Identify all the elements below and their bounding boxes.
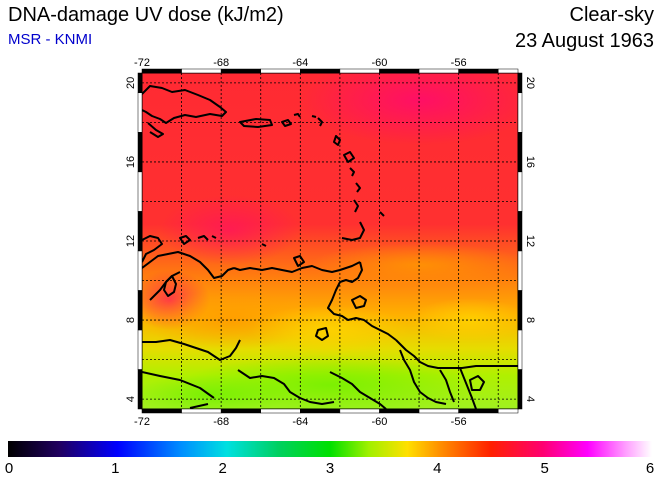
latitude-tick-label: 8 xyxy=(125,317,137,323)
longitude-tick-label: -72 xyxy=(134,416,150,428)
colorbar-tick-label: 4 xyxy=(433,460,442,477)
frame-segment xyxy=(137,72,143,94)
latitude-labels-left: 4 8 12 16 20 xyxy=(125,77,137,402)
longitude-tick-label: -60 xyxy=(372,57,388,69)
frame-segment xyxy=(141,68,182,74)
colorbar-tick-label: 2 xyxy=(218,460,227,477)
frame-segment xyxy=(220,68,261,74)
colorbar xyxy=(8,441,652,457)
frame-segment xyxy=(137,132,143,173)
longitude-tick-label: -64 xyxy=(292,57,308,69)
longitude-tick-label: -68 xyxy=(213,57,229,69)
latitude-tick-label: 20 xyxy=(524,77,536,89)
frame-segment xyxy=(141,408,182,414)
frame-segment xyxy=(379,68,420,74)
frame-segment xyxy=(517,211,523,252)
coastlines xyxy=(142,85,518,409)
sky-condition-label: Clear-sky xyxy=(569,4,654,26)
frame-segment xyxy=(137,290,143,331)
data-source-label: MSR - KNMI xyxy=(8,31,93,48)
frame-segment xyxy=(339,68,380,74)
frame-segment xyxy=(517,171,523,212)
frame-segment xyxy=(339,408,380,414)
frame-segment xyxy=(497,68,519,74)
latitude-tick-label: 4 xyxy=(125,396,137,402)
uv-dose-field xyxy=(142,73,518,409)
frame-segment xyxy=(260,68,301,74)
frame-segment xyxy=(137,250,143,291)
frame-segment xyxy=(300,408,341,414)
longitude-tick-label: -64 xyxy=(292,416,308,428)
map-frame xyxy=(137,68,523,414)
date-label: 23 August 1963 xyxy=(514,30,654,52)
latitude-tick-label: 16 xyxy=(524,156,536,168)
frame-segment xyxy=(137,92,143,133)
latitude-tick-label: 20 xyxy=(125,77,137,89)
frame-segment xyxy=(517,92,523,133)
frame-segment xyxy=(418,408,459,414)
longitude-labels-bottom: -72 -68 -64 -60 -56 xyxy=(134,416,467,428)
frame-segment xyxy=(517,290,523,331)
latitude-labels-right: 4 8 12 16 20 xyxy=(524,77,536,402)
lat-lon-grid xyxy=(142,73,518,409)
frame-segment xyxy=(517,72,523,94)
latitude-tick-label: 8 xyxy=(524,317,536,323)
colorbar-tick-label: 6 xyxy=(645,460,655,477)
longitude-tick-label: -72 xyxy=(134,57,150,69)
map-title: DNA-damage UV dose (kJ/m2) xyxy=(8,4,284,26)
longitude-labels-top: -72 -68 -64 -60 -56 xyxy=(134,57,467,69)
frame-segment xyxy=(300,68,341,74)
latitude-tick-label: 4 xyxy=(524,396,536,402)
longitude-tick-label: -56 xyxy=(451,416,467,428)
frame-segment xyxy=(137,329,143,370)
colorbar-tick-label: 5 xyxy=(540,460,549,477)
colorbar-tick-label: 3 xyxy=(325,460,335,477)
frame-segment xyxy=(181,68,222,74)
frame-segment xyxy=(458,408,499,414)
colorbar-tick-label: 1 xyxy=(111,460,120,477)
frame-segment xyxy=(517,250,523,291)
frame-segment xyxy=(181,408,222,414)
longitude-tick-label: -60 xyxy=(372,416,388,428)
frame-segment xyxy=(458,68,499,74)
frame-segment xyxy=(137,211,143,252)
longitude-tick-label: -68 xyxy=(213,416,229,428)
frame-segment xyxy=(418,68,459,74)
frame-segment xyxy=(220,408,261,414)
colorbar-tick-label: 0 xyxy=(4,460,14,477)
frame-segment xyxy=(137,369,143,410)
frame-segment xyxy=(517,132,523,173)
frame-segment xyxy=(379,408,420,414)
longitude-tick-label: -56 xyxy=(451,57,467,69)
latitude-tick-label: 12 xyxy=(524,235,536,247)
frame-segment xyxy=(137,171,143,212)
frame-segment xyxy=(260,408,301,414)
latitude-tick-label: 12 xyxy=(125,235,137,247)
frame-segment xyxy=(517,329,523,370)
frame-segment xyxy=(517,369,523,410)
frame-segment xyxy=(497,408,519,414)
latitude-tick-label: 16 xyxy=(125,156,137,168)
